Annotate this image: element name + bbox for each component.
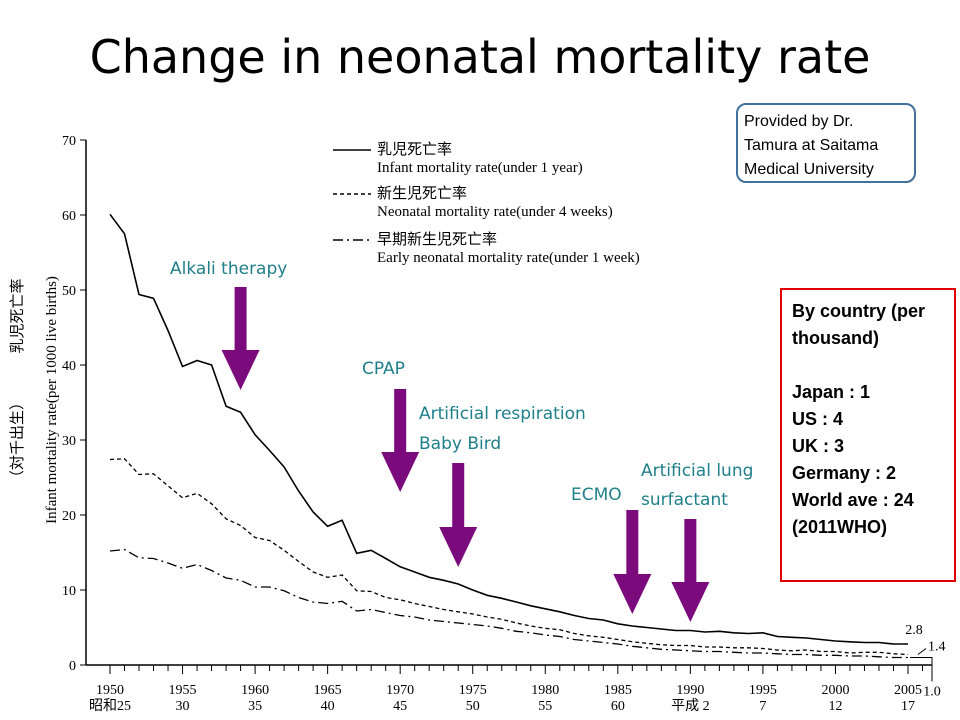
country-row-world: World ave : 24	[792, 490, 914, 510]
country-source: (2011WHO)	[792, 517, 888, 537]
x-tick-label: 1990	[676, 683, 704, 698]
axis-ticks: 0102030405060701950昭和2519553019603519654…	[62, 134, 924, 714]
x-tick-label-era: 17	[901, 699, 915, 714]
credit-line: Medical University	[744, 161, 874, 178]
country-heading: thousand)	[792, 328, 879, 348]
end-label-infant: 2.8	[905, 623, 923, 638]
x-tick-label-era: 30	[176, 699, 190, 714]
annotation-label-line2: surfactant	[641, 490, 728, 510]
y-tick-label: 70	[62, 134, 76, 149]
y-tick-label: 20	[62, 509, 76, 524]
legend-label: Neonatal mortality rate(under 4 weeks)	[377, 204, 613, 220]
x-tick-label-era: 35	[248, 699, 262, 714]
y-tick-label: 40	[62, 359, 76, 374]
x-tick-label-era: 昭和25	[89, 698, 131, 714]
country-comparison-box: By country (per thousand) Japan : 1 US :…	[780, 288, 956, 582]
x-tick-label: 2000	[821, 683, 849, 698]
legend-label-jp: 早期新生児死亡率	[377, 231, 497, 248]
x-tick-label-era: 55	[538, 699, 552, 714]
annotations: Alkali therapy CPAP Artificial respiration…	[170, 259, 753, 622]
x-tick-label: 1955	[169, 683, 197, 698]
down-arrow-icon	[613, 510, 652, 614]
annotation-label-line2: Baby Bird	[419, 434, 501, 454]
x-tick-label: 1995	[749, 683, 777, 698]
x-tick-label: 1980	[531, 683, 559, 698]
legend-label: Infant mortality rate(under 1 year)	[377, 160, 583, 176]
x-tick-label: 1975	[459, 683, 487, 698]
y-tick-label: 50	[62, 284, 76, 299]
country-row-uk: UK : 3	[792, 436, 845, 456]
x-tick-label-era: 50	[466, 699, 480, 714]
end-label-bracket	[910, 657, 933, 682]
y-axis-labels: Infant mortality rate(per 1000 live birt…	[9, 276, 60, 524]
credit-box: Provided by Dr. Tamura at Saitama Medica…	[736, 103, 916, 183]
country-row-germany: Germany : 2	[792, 463, 897, 483]
y-axis-label: Infant mortality rate(per 1000 live birt…	[44, 276, 60, 524]
slide-title: Change in neonatal mortality rate	[89, 30, 871, 84]
legend-label-jp: 新生児死亡率	[377, 185, 467, 202]
x-tick-label-era: 平成 2	[671, 698, 710, 714]
chart-axes	[85, 140, 932, 666]
annotation-label: Alkali therapy	[170, 259, 287, 279]
y-axis-label-jp: 乳児死亡率	[9, 278, 26, 353]
annotation-label: Artificial respiration	[419, 404, 586, 424]
country-row-us: US : 4	[792, 409, 844, 429]
legend-label: Early neonatal mortality rate(under 1 we…	[377, 250, 640, 266]
end-label-leader	[917, 648, 927, 655]
x-tick-label: 2005	[894, 683, 922, 698]
y-tick-label: 60	[62, 209, 76, 224]
country-heading: By country (per	[792, 301, 926, 321]
y-tick-label: 30	[62, 434, 76, 449]
annotation-label: ECMO	[571, 485, 622, 505]
series-line-dashed	[109, 458, 909, 656]
annotation-label: Artificial lung	[641, 461, 753, 481]
y-tick-label: 10	[62, 584, 76, 599]
x-tick-label-era: 45	[393, 699, 407, 714]
x-tick-label-era: 40	[321, 699, 335, 714]
x-tick-label: 1960	[241, 683, 269, 698]
end-labels: 2.8 1.4 1.0	[905, 623, 945, 700]
x-tick-label-era: 60	[611, 699, 625, 714]
x-tick-label: 1985	[604, 683, 632, 698]
legend-label-jp: 乳児死亡率	[377, 141, 452, 158]
series-layer	[109, 213, 909, 659]
credit-line: Tamura at Saitama	[744, 137, 879, 154]
x-tick-label: 1965	[314, 683, 342, 698]
end-label-early: 1.0	[923, 685, 941, 700]
annotation-label: CPAP	[362, 359, 405, 379]
x-tick-label-era: 7	[759, 699, 766, 714]
end-label-neonatal: 1.4	[928, 640, 946, 655]
legend: 乳児死亡率 Infant mortality rate(under 1 year)…	[333, 141, 640, 266]
y-axis-label-jp-unit: （対千出生）	[9, 395, 26, 485]
x-tick-label-era: 12	[828, 699, 842, 714]
y-tick-label: 0	[69, 659, 76, 674]
down-arrow-icon	[671, 519, 710, 622]
down-arrow-icon	[221, 287, 260, 390]
series-line-dashdot	[109, 548, 908, 659]
country-row-japan: Japan : 1	[792, 382, 871, 402]
down-arrow-icon	[381, 389, 420, 492]
credit-line: Provided by Dr.	[744, 113, 854, 130]
x-tick-label: 1970	[386, 683, 414, 698]
x-tick-label: 1950	[96, 683, 124, 698]
series-line-solid	[109, 213, 908, 645]
down-arrow-icon	[439, 463, 478, 567]
